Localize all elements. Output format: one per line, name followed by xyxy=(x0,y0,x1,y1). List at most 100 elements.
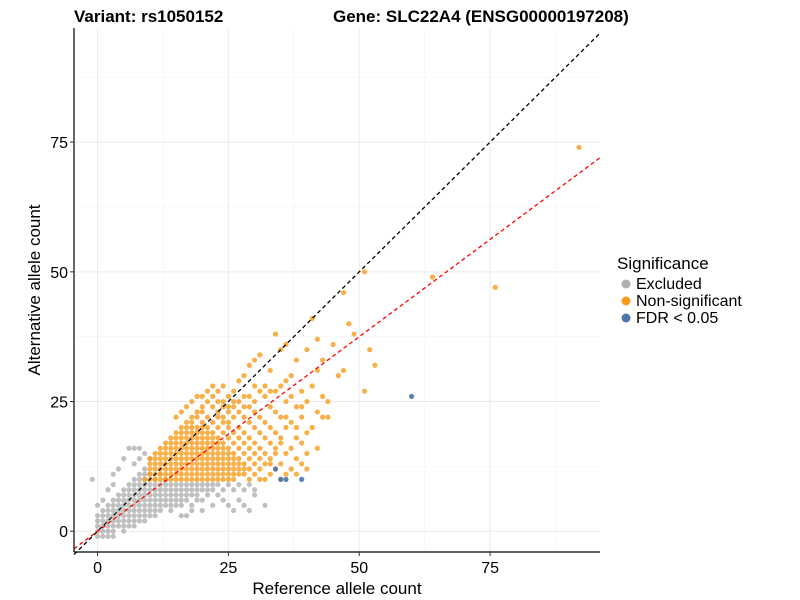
point-non-significant xyxy=(272,445,279,451)
reference-line-identity xyxy=(73,32,601,556)
point-non-significant xyxy=(257,388,263,394)
point-non-significant xyxy=(173,466,179,472)
point-non-significant xyxy=(272,450,279,457)
point-non-significant xyxy=(267,388,273,394)
point-non-significant xyxy=(231,471,237,477)
point-excluded xyxy=(210,502,216,508)
point-non-significant xyxy=(299,388,305,394)
point-non-significant xyxy=(246,362,252,368)
point-non-significant xyxy=(225,466,231,472)
point-non-significant xyxy=(199,435,205,441)
point-excluded xyxy=(121,456,127,462)
point-non-significant xyxy=(210,393,216,399)
point-non-significant xyxy=(162,440,169,446)
point-excluded xyxy=(100,528,106,534)
point-non-significant xyxy=(231,456,237,462)
point-non-significant xyxy=(335,373,341,379)
point-non-significant xyxy=(293,404,300,410)
point-excluded xyxy=(126,523,132,529)
point-excluded xyxy=(105,523,111,529)
point-non-significant xyxy=(225,424,231,431)
point-non-significant xyxy=(183,476,190,482)
point-excluded xyxy=(115,518,122,524)
point-non-significant xyxy=(278,461,284,467)
point-non-significant xyxy=(199,419,205,425)
point-excluded xyxy=(115,502,122,508)
point-excluded xyxy=(110,523,116,529)
point-non-significant xyxy=(367,347,373,353)
legend-title: Significance xyxy=(617,254,709,273)
point-non-significant xyxy=(236,461,242,467)
point-non-significant xyxy=(199,445,205,451)
point-non-significant xyxy=(204,456,211,462)
legend-label-non-significant: Non-significant xyxy=(636,293,742,310)
point-non-significant xyxy=(231,461,237,467)
point-excluded xyxy=(189,507,195,514)
point-non-significant xyxy=(199,409,205,415)
point-non-significant xyxy=(220,414,226,420)
point-non-significant xyxy=(293,435,300,441)
point-non-significant xyxy=(199,471,205,477)
point-excluded xyxy=(131,487,137,493)
point-non-significant xyxy=(325,398,331,405)
point-excluded xyxy=(178,497,184,503)
point-non-significant xyxy=(346,321,352,327)
point-non-significant xyxy=(236,378,242,384)
point-non-significant xyxy=(173,471,179,477)
point-excluded xyxy=(105,487,111,493)
point-non-significant xyxy=(225,476,231,482)
point-non-significant xyxy=(225,435,231,441)
point-non-significant xyxy=(199,393,205,399)
point-excluded xyxy=(136,445,143,451)
point-excluded xyxy=(157,487,163,493)
point-excluded xyxy=(115,492,122,498)
point-excluded xyxy=(147,507,153,514)
point-non-significant xyxy=(178,476,184,482)
point-non-significant xyxy=(157,461,163,467)
point-non-significant xyxy=(257,466,263,472)
point-excluded xyxy=(131,507,137,514)
point-non-significant xyxy=(267,404,273,410)
point-non-significant xyxy=(220,461,226,467)
point-excluded xyxy=(168,492,174,498)
point-excluded xyxy=(168,507,174,514)
point-excluded xyxy=(152,481,158,488)
point-non-significant xyxy=(278,440,284,446)
point-non-significant xyxy=(251,398,258,405)
point-excluded xyxy=(110,497,116,503)
point-non-significant xyxy=(288,445,294,451)
point-non-significant xyxy=(231,414,237,420)
point-fdr-0-05 xyxy=(408,393,415,399)
point-non-significant xyxy=(220,471,226,477)
point-non-significant xyxy=(330,341,336,348)
point-non-significant xyxy=(215,424,221,431)
point-non-significant xyxy=(241,373,247,379)
point-non-significant xyxy=(210,435,216,441)
point-excluded xyxy=(100,497,106,503)
point-non-significant xyxy=(246,456,252,462)
point-excluded xyxy=(126,518,132,524)
point-excluded xyxy=(131,476,137,482)
point-non-significant xyxy=(178,430,184,436)
point-non-significant xyxy=(361,269,368,275)
point-excluded xyxy=(189,492,195,498)
point-excluded xyxy=(262,502,268,508)
point-non-significant xyxy=(147,466,153,472)
ticks: 0 25 50 75 0 25 50 75 xyxy=(50,135,499,577)
point-non-significant xyxy=(288,393,294,399)
point-non-significant xyxy=(215,456,221,462)
y-tick-label: 0 xyxy=(59,524,68,541)
point-non-significant xyxy=(257,445,263,451)
point-excluded xyxy=(152,497,158,503)
point-non-significant xyxy=(429,274,436,280)
point-non-significant xyxy=(210,419,216,425)
point-non-significant xyxy=(262,435,268,441)
point-excluded xyxy=(136,476,143,482)
point-non-significant xyxy=(168,461,174,467)
legend-swatch-non-significant xyxy=(621,296,631,306)
point-non-significant xyxy=(304,398,310,405)
x-tick-label: 75 xyxy=(481,560,499,577)
point-excluded xyxy=(121,487,127,493)
point-excluded xyxy=(136,513,143,519)
